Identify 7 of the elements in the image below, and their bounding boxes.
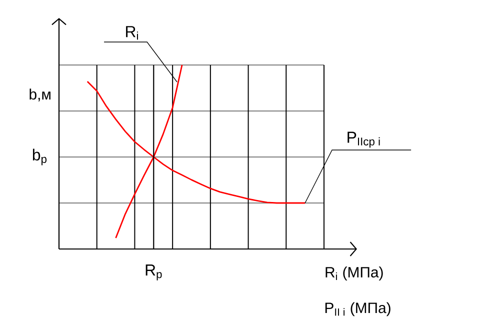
y-axis-title: b,м [30,88,50,102]
text: $\mathrm{P}_{\text{II i}}\ \text{(МПа)}$ [325,302,390,316]
text: R$_{i}$ [126,26,138,40]
x-axis-title: R$_{i}$ (МПа) [326,266,383,280]
text: $\mathrm{P}_{\text{IIср i}}$ [348,132,380,148]
text: R$_{p}$ [146,264,162,280]
text: b$_{p}$ [32,148,47,166]
